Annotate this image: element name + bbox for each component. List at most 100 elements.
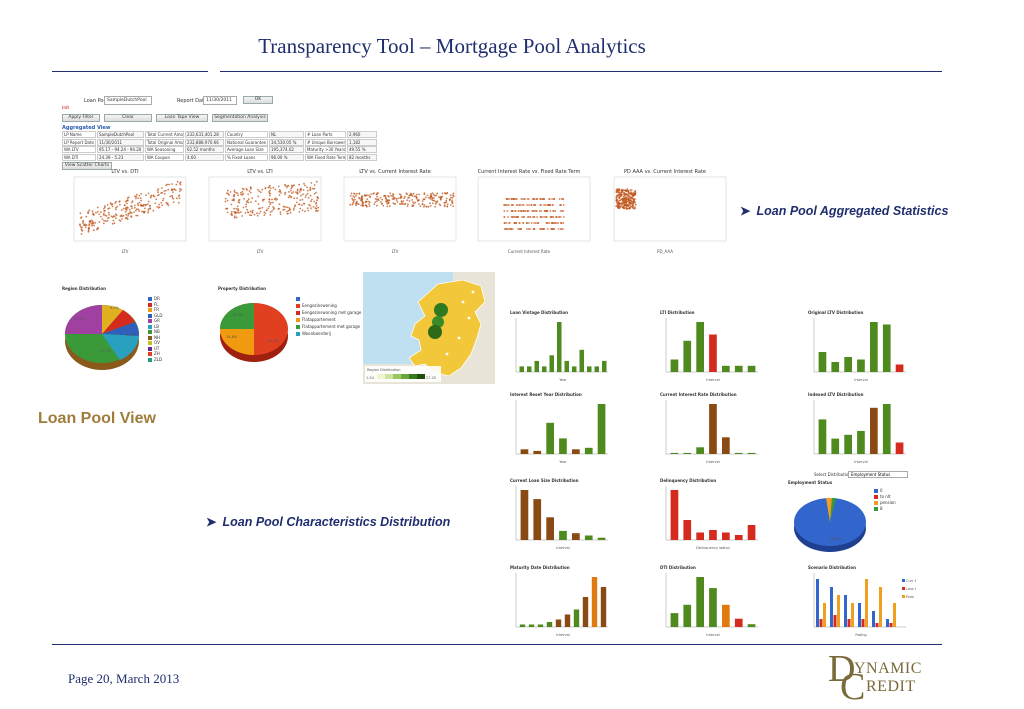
segmentation-analysis-button[interactable]: Segmentation Analysis bbox=[212, 114, 268, 122]
scatter-point bbox=[398, 203, 401, 205]
scatter-point bbox=[526, 204, 528, 206]
scatter-point bbox=[243, 188, 245, 191]
scatter-point bbox=[634, 189, 637, 192]
scatter-point bbox=[178, 197, 181, 200]
legend-swatch bbox=[148, 341, 152, 345]
scatter-point bbox=[135, 197, 137, 200]
scatter-point bbox=[627, 189, 630, 192]
scatter-point bbox=[104, 220, 107, 223]
scatter-point bbox=[425, 205, 428, 208]
legend-swatch bbox=[874, 489, 878, 493]
ok-button[interactable]: OK bbox=[243, 96, 273, 104]
bar bbox=[893, 603, 896, 627]
scatter-point bbox=[400, 201, 403, 204]
scatter-point bbox=[226, 189, 229, 192]
scatter-point bbox=[90, 223, 93, 225]
scatter-point bbox=[115, 200, 117, 203]
scatter-point bbox=[228, 194, 230, 196]
scatter-plot-area bbox=[613, 176, 727, 242]
scatter-point bbox=[268, 198, 271, 201]
scatter-point bbox=[235, 216, 238, 219]
legend-label: ZH bbox=[154, 351, 160, 356]
scatter-point bbox=[419, 205, 422, 208]
scatter-point bbox=[149, 207, 152, 210]
scatter-point bbox=[279, 213, 282, 216]
scatter-point bbox=[350, 192, 353, 195]
scatter-point bbox=[562, 198, 565, 200]
bar bbox=[600, 587, 607, 627]
scatter-point bbox=[279, 190, 282, 193]
scatter-point bbox=[549, 204, 551, 206]
scatter-point bbox=[622, 195, 625, 198]
init-link[interactable]: Init bbox=[62, 106, 70, 111]
scatter-point bbox=[552, 216, 555, 218]
employment-pie-label: 96.4% bbox=[830, 537, 842, 541]
region-pie: 27.3% 9.0% 27.1% 9.7% bbox=[65, 304, 140, 370]
scatter-point bbox=[407, 203, 409, 206]
legend-label: FL bbox=[154, 301, 159, 307]
scatter-point bbox=[406, 205, 409, 207]
report-date-select[interactable]: 11/30/2011 bbox=[203, 96, 237, 105]
scatter-point bbox=[171, 194, 173, 197]
scatter-point bbox=[429, 194, 432, 196]
select-distribution-dropdown[interactable]: Employment Status bbox=[848, 471, 908, 478]
scatter-point bbox=[616, 189, 619, 191]
title-rule-right bbox=[220, 71, 942, 72]
scatter-point bbox=[356, 192, 358, 195]
bar bbox=[747, 624, 756, 627]
scatter-point bbox=[411, 205, 414, 208]
scatter-point bbox=[429, 202, 431, 205]
loan-pool-view-label: Loan Pool View bbox=[38, 410, 156, 427]
distribution-chart-svg: Interval bbox=[515, 486, 608, 550]
scatter-point bbox=[236, 205, 239, 208]
scatter-point bbox=[133, 204, 136, 207]
scatter-point bbox=[280, 192, 282, 194]
loan-pool-select[interactable]: SampleDutchPool bbox=[104, 96, 152, 105]
scatter-point bbox=[315, 202, 317, 205]
scatter-point bbox=[625, 199, 628, 202]
scatter-point bbox=[145, 203, 147, 206]
view-scatter-charts-button[interactable]: View Scatter Charts bbox=[62, 162, 112, 170]
scatter-point bbox=[88, 223, 91, 226]
scatter-point bbox=[108, 207, 111, 209]
scatter-point bbox=[431, 192, 434, 195]
bar bbox=[886, 619, 889, 627]
scatter-point bbox=[439, 195, 442, 198]
scatter-point bbox=[315, 180, 318, 183]
property-label-1: 18.7% bbox=[232, 313, 244, 317]
distribution-chart-title: Original LTV Distribution bbox=[808, 310, 864, 315]
legend-label: GLD bbox=[154, 312, 163, 318]
scatter-point bbox=[139, 197, 142, 200]
scatter-point bbox=[157, 188, 160, 190]
scatter-point bbox=[421, 200, 424, 202]
apply-filter-button[interactable]: Apply Filter bbox=[62, 114, 100, 122]
scatter-point bbox=[352, 202, 354, 205]
scatter-point bbox=[84, 224, 87, 227]
bar bbox=[870, 407, 878, 454]
scatter-point bbox=[423, 198, 426, 201]
scatter-point bbox=[624, 201, 627, 204]
scatter-point bbox=[169, 195, 172, 198]
agg-field-value: 11/30/2011 bbox=[97, 138, 144, 146]
scatter-point bbox=[443, 201, 446, 204]
scatter-point bbox=[85, 226, 87, 229]
property-distribution-card: Property Distribution 18.7% 14.6% 61.9% … bbox=[216, 286, 361, 384]
scatter-chart: LTV vs. DTI LTV bbox=[60, 169, 190, 256]
scatter-point bbox=[140, 192, 143, 195]
scatter-point bbox=[126, 209, 128, 211]
scatter-point bbox=[247, 193, 250, 196]
region-label-4: 9.7% bbox=[126, 333, 136, 337]
scatter-point bbox=[233, 191, 236, 193]
legend-label: Woonboerderij bbox=[302, 331, 332, 336]
scatter-point bbox=[306, 207, 309, 209]
scatter-point bbox=[626, 188, 629, 190]
scatter-point bbox=[107, 211, 110, 214]
scatter-point bbox=[626, 194, 629, 197]
loan-tape-view-button[interactable]: Loan Tape View bbox=[156, 114, 208, 122]
scatter-point bbox=[627, 205, 630, 207]
scatter-point bbox=[245, 203, 248, 206]
legend-item: FL bbox=[148, 302, 159, 307]
scatter-point bbox=[101, 218, 104, 220]
clear-button[interactable]: Clear bbox=[104, 114, 152, 122]
annotation-aggregated-text: Loan Pool Aggregated Statistics bbox=[756, 204, 949, 218]
